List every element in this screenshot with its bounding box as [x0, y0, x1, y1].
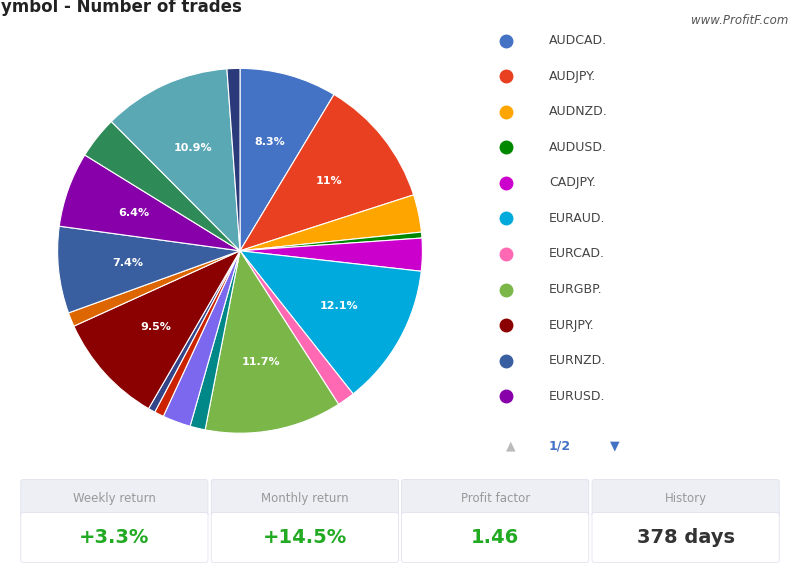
Text: Monthly return: Monthly return: [261, 492, 349, 504]
Text: EURUSD.: EURUSD.: [549, 390, 606, 403]
Text: Weekly return: Weekly return: [73, 492, 156, 504]
Wedge shape: [58, 226, 240, 313]
Wedge shape: [240, 251, 422, 394]
Wedge shape: [85, 121, 240, 251]
Wedge shape: [163, 251, 240, 426]
Text: CADJPY.: CADJPY.: [549, 176, 596, 189]
Wedge shape: [154, 251, 240, 416]
Text: AUDUSD.: AUDUSD.: [549, 141, 606, 154]
Text: 1.46: 1.46: [471, 528, 519, 547]
Wedge shape: [240, 251, 353, 404]
Wedge shape: [111, 69, 240, 251]
Text: ▼: ▼: [610, 439, 619, 453]
Wedge shape: [74, 251, 240, 409]
Wedge shape: [59, 155, 240, 251]
Text: EURNZD.: EURNZD.: [549, 354, 606, 367]
Wedge shape: [227, 68, 240, 251]
Wedge shape: [240, 95, 414, 251]
Wedge shape: [205, 251, 338, 433]
Text: 8.3%: 8.3%: [255, 137, 286, 147]
Text: 12.1%: 12.1%: [319, 301, 358, 311]
Wedge shape: [240, 195, 422, 251]
Text: 378 days: 378 days: [637, 528, 734, 547]
Text: EURJPY.: EURJPY.: [549, 319, 594, 332]
Text: EURCAD.: EURCAD.: [549, 247, 605, 260]
Text: Symbol - Number of trades: Symbol - Number of trades: [0, 0, 242, 16]
Text: Profit factor: Profit factor: [461, 492, 530, 504]
Text: AUDCAD.: AUDCAD.: [549, 34, 607, 47]
Text: 10.9%: 10.9%: [174, 143, 213, 153]
Text: 7.4%: 7.4%: [112, 258, 143, 268]
Text: +3.3%: +3.3%: [79, 528, 150, 547]
Wedge shape: [240, 232, 422, 251]
Text: AUDNZD.: AUDNZD.: [549, 105, 607, 118]
Wedge shape: [149, 251, 240, 412]
Text: 9.5%: 9.5%: [141, 321, 171, 332]
Wedge shape: [240, 68, 334, 251]
Text: +14.5%: +14.5%: [262, 528, 347, 547]
Text: 6.4%: 6.4%: [118, 207, 149, 218]
Wedge shape: [240, 238, 422, 271]
Text: AUDJPY.: AUDJPY.: [549, 70, 596, 83]
Text: EURGBP.: EURGBP.: [549, 283, 602, 296]
Text: EURAUD.: EURAUD.: [549, 212, 606, 225]
Text: www.ProfitF.com: www.ProfitF.com: [690, 14, 788, 27]
Text: ▲: ▲: [506, 439, 516, 453]
Text: 11%: 11%: [315, 176, 342, 186]
Text: 1/2: 1/2: [549, 439, 571, 453]
Text: 11.7%: 11.7%: [242, 357, 281, 367]
Wedge shape: [69, 251, 240, 326]
Text: History: History: [665, 492, 706, 504]
Wedge shape: [190, 251, 240, 430]
